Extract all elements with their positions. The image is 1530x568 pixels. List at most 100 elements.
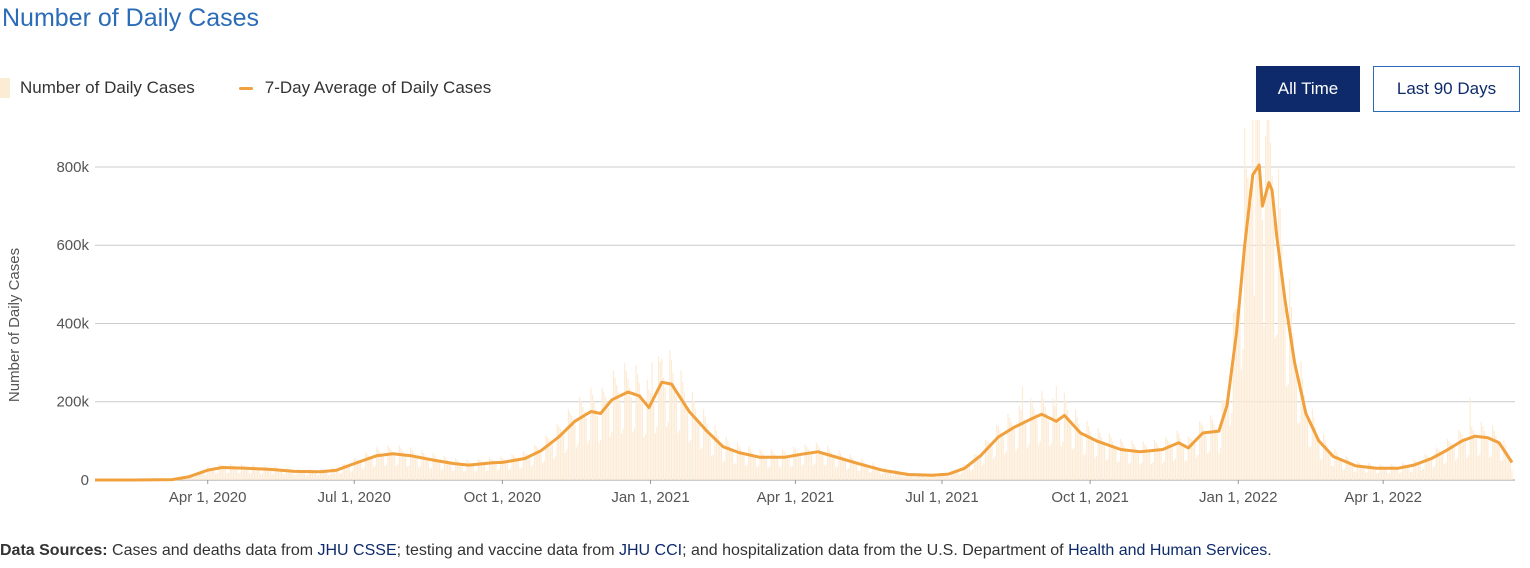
daily-bar (1297, 423, 1299, 480)
daily-bar (622, 428, 624, 480)
daily-bar (213, 469, 215, 480)
daily-bar (223, 466, 225, 480)
daily-bar (1419, 463, 1421, 480)
daily-bar (271, 474, 273, 480)
daily-bar (216, 473, 218, 480)
daily-bar (1075, 409, 1077, 480)
daily-bar (434, 455, 436, 480)
daily-bar (575, 447, 578, 480)
all-time-button[interactable]: All Time (1256, 66, 1360, 112)
daily-bar (593, 402, 595, 480)
daily-bar (976, 454, 979, 480)
daily-bar (313, 471, 315, 480)
daily-bar (1496, 440, 1499, 480)
daily-bar (1021, 386, 1024, 480)
daily-bar (938, 476, 940, 480)
daily-bar (1408, 466, 1410, 480)
daily-bar (1324, 439, 1326, 480)
daily-bar (257, 468, 259, 480)
daily-bar (440, 469, 442, 480)
daily-bar (1258, 120, 1260, 480)
daily-bar (1128, 463, 1130, 480)
daily-bar (279, 469, 281, 480)
daily-bar (619, 400, 621, 480)
daily-bar (302, 471, 304, 480)
daily-bar (849, 454, 851, 480)
daily-bar (1360, 464, 1362, 480)
daily-bar (1511, 470, 1513, 480)
daily-bar (814, 463, 816, 480)
daily-bar (1321, 458, 1323, 480)
daily-bar (1389, 472, 1391, 480)
daily-bar (1228, 397, 1230, 480)
daily-bar (335, 469, 338, 480)
daily-bar (1105, 460, 1107, 480)
daily-bar (971, 469, 974, 480)
legend-item-daily[interactable]: Number of Daily Cases (0, 78, 195, 98)
daily-bar (1025, 424, 1027, 480)
daily-bar (1120, 438, 1122, 480)
daily-bar (1023, 419, 1025, 480)
daily-bar (191, 475, 193, 480)
daily-bar (641, 403, 644, 480)
daily-bar (1401, 462, 1404, 480)
daily-bar (1327, 449, 1330, 480)
daily-bar (984, 440, 987, 480)
daily-bar (1150, 463, 1152, 480)
daily-bar (1268, 120, 1270, 480)
daily-bar (830, 451, 832, 480)
daily-bar (1118, 461, 1120, 480)
daily-bar (414, 455, 417, 480)
daily-bar (872, 463, 874, 480)
daily-bar (654, 433, 656, 480)
jhu-cci-link[interactable]: JHU CCI (618, 542, 683, 559)
daily-bar (852, 459, 855, 480)
daily-bar (809, 451, 811, 480)
daily-bar (535, 446, 537, 480)
daily-bar (661, 358, 663, 480)
last-90-days-button[interactable]: Last 90 Days (1373, 66, 1520, 112)
daily-bar (825, 464, 827, 480)
daily-bar (865, 465, 867, 480)
daily-bar (519, 468, 521, 480)
daily-bar (962, 464, 964, 480)
daily-bar (794, 449, 797, 480)
daily-bar (1102, 441, 1104, 480)
daily-bar (1509, 460, 1511, 480)
legend-item-average[interactable]: 7-Day Average of Daily Cases (238, 78, 491, 98)
daily-bar (550, 441, 552, 480)
daily-bar (907, 473, 909, 480)
hhs-link[interactable]: Health and Human Services (1068, 542, 1268, 559)
daily-bar (277, 468, 280, 480)
daily-bar (331, 467, 333, 480)
daily-bar (901, 473, 903, 480)
daily-bar (1451, 445, 1454, 480)
daily-bar (1453, 447, 1455, 480)
daily-bar (1376, 473, 1378, 480)
daily-bar (202, 472, 204, 480)
daily-bar (1397, 468, 1399, 480)
daily-bar (208, 467, 210, 480)
daily-bar (1113, 445, 1115, 480)
daily-bar (487, 469, 489, 480)
daily-bar (1490, 455, 1492, 480)
daily-bar (930, 474, 932, 480)
daily-bar (485, 470, 487, 480)
daily-bar (427, 460, 429, 480)
jhu-csse-link[interactable]: JHU CSSE (317, 542, 397, 559)
daily-bar (786, 455, 788, 480)
daily-bar (253, 465, 256, 480)
daily-bar (1340, 460, 1342, 480)
daily-bar (1242, 349, 1244, 480)
daily-bar (1422, 468, 1425, 480)
daily-bar (823, 465, 826, 480)
daily-bar (1129, 462, 1131, 480)
daily-bar (867, 466, 869, 480)
daily-bar (1100, 436, 1102, 480)
daily-bar (1334, 449, 1336, 480)
daily-bar (868, 472, 871, 480)
daily-bar (1208, 451, 1210, 480)
data-sources: Data Sources: Cases and deaths data from… (0, 542, 1272, 560)
daily-bar (881, 474, 884, 480)
daily-bar (1363, 467, 1365, 480)
